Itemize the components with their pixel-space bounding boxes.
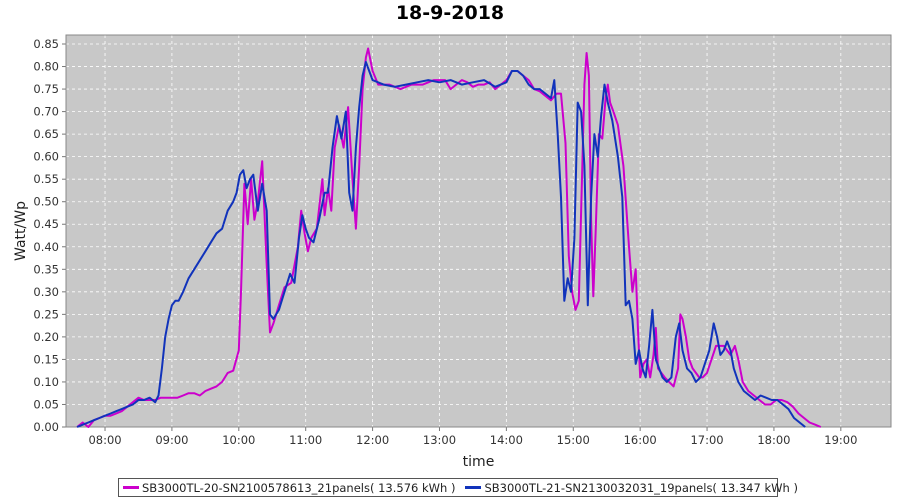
x-tick-label: 12:00 <box>356 433 389 447</box>
y-tick-label: 0.20 <box>33 330 59 344</box>
y-tick-label: 0.25 <box>33 307 59 321</box>
plot-border <box>65 34 892 428</box>
legend-item-series-2: SB3000TL-21-SN2130032031_19panels( 13.34… <box>465 480 798 495</box>
series-line-1 <box>76 47 822 428</box>
y-tick-label: 0.05 <box>33 397 59 411</box>
x-tick-label: 10:00 <box>222 433 255 447</box>
x-tick-label: 15:00 <box>557 433 590 447</box>
y-tick-label: 0.00 <box>33 420 59 434</box>
y-axis-label: Watt/Wp <box>13 201 29 261</box>
x-tick-label: 08:00 <box>88 433 121 447</box>
legend-swatch-series-2 <box>465 486 482 489</box>
y-tick-label: 0.85 <box>33 37 59 51</box>
series-line-2 <box>76 61 806 428</box>
y-tick-label: 0.80 <box>33 60 59 74</box>
x-tick-label: 11:00 <box>289 433 322 447</box>
chart-title: 18-9-2018 <box>395 2 505 24</box>
legend: SB3000TL-20-SN2100578613_21panels( 13.57… <box>118 478 798 497</box>
y-tick-label: 0.15 <box>33 352 59 366</box>
y-tick-label: 0.50 <box>33 195 59 209</box>
x-tick-label: 19:00 <box>824 433 857 447</box>
y-tick-label: 0.55 <box>33 172 59 186</box>
y-tick-label: 0.45 <box>33 217 59 231</box>
y-tick-label: 0.35 <box>33 262 59 276</box>
x-tick-label: 09:00 <box>155 433 188 447</box>
y-tick-label: 0.40 <box>33 240 59 254</box>
y-tick-label: 0.10 <box>33 375 59 389</box>
x-tick-label: 18:00 <box>757 433 790 447</box>
legend-label-series-1: SB3000TL-20-SN2100578613_21panels( 13.57… <box>142 480 456 495</box>
plot-area <box>66 35 891 427</box>
x-tick-label: 16:00 <box>624 433 657 447</box>
legend-label-series-2: SB3000TL-21-SN2130032031_19panels( 13.34… <box>484 480 798 495</box>
y-tick-label: 0.65 <box>33 127 59 141</box>
x-axis-label: time <box>463 454 495 470</box>
legend-item-series-1: SB3000TL-20-SN2100578613_21panels( 13.57… <box>123 481 455 495</box>
x-tick-label: 14:00 <box>490 433 523 447</box>
x-tick-label: 17:00 <box>690 433 723 447</box>
y-tick-label: 0.75 <box>33 82 59 96</box>
y-tick-label: 0.70 <box>33 105 59 119</box>
legend-swatch-series-1 <box>123 486 139 489</box>
x-tick-label: 13:00 <box>423 433 456 447</box>
y-tick-label: 0.60 <box>33 150 59 164</box>
y-tick-label: 0.30 <box>33 285 59 299</box>
